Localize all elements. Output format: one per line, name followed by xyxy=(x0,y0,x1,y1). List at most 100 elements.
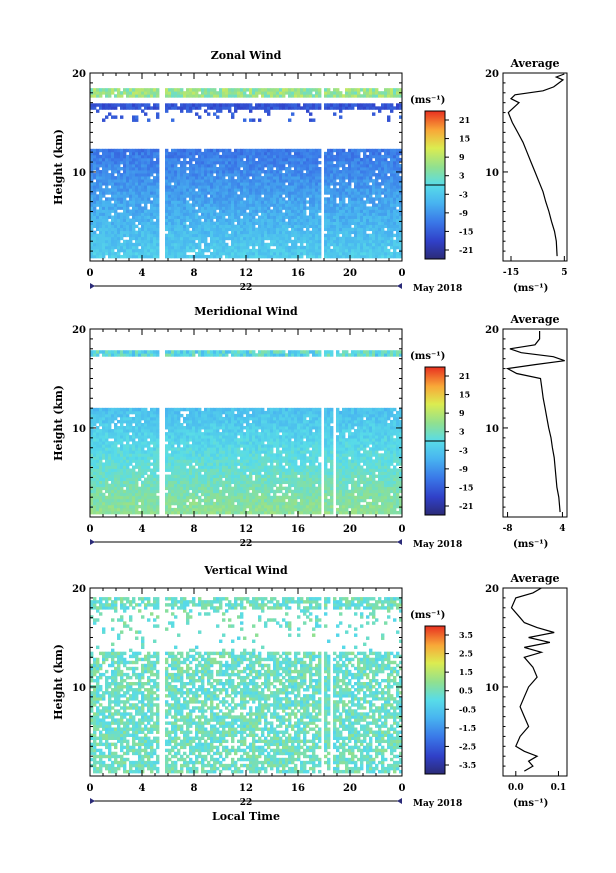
heatmap-cell xyxy=(165,501,169,506)
heatmap-cell xyxy=(117,453,121,457)
heatmap-cell xyxy=(309,251,313,256)
heatmap-cell xyxy=(132,163,136,168)
heatmap-cell xyxy=(378,251,382,256)
heatmap-cell xyxy=(297,179,301,183)
heatmap-cell xyxy=(153,432,157,436)
heatmap-cell xyxy=(102,483,106,488)
heatmap-cell xyxy=(135,419,139,424)
heatmap-cell xyxy=(138,227,142,232)
heatmap-cell xyxy=(144,112,148,116)
heatmap-cell xyxy=(93,419,97,424)
heatmap-cell xyxy=(141,215,145,219)
heatmap-cell xyxy=(342,151,346,156)
heatmap-cell xyxy=(201,212,205,216)
heatmap-cell xyxy=(318,173,322,177)
heatmap-cell xyxy=(135,236,139,241)
heatmap-cell xyxy=(168,489,172,494)
heatmap-cell xyxy=(393,148,397,153)
heatmap-cell xyxy=(171,179,175,183)
heatmap-cell xyxy=(261,203,265,207)
heatmap-cell xyxy=(93,233,97,238)
heatmap-cell xyxy=(336,182,340,186)
heatmap-cell xyxy=(114,215,118,219)
heatmap-cell xyxy=(315,209,319,213)
heatmap-cell xyxy=(243,154,247,159)
heatmap-cell xyxy=(291,203,295,207)
heatmap-cell xyxy=(234,227,238,232)
heatmap-cell xyxy=(318,167,322,171)
heatmap-cell xyxy=(231,221,235,226)
heatmap-cell xyxy=(126,444,130,448)
heatmap-cell xyxy=(156,194,160,198)
heatmap-cell xyxy=(93,209,97,213)
heatmap-cell xyxy=(114,191,118,195)
heatmap-cell xyxy=(114,416,118,421)
heatmap-cell xyxy=(153,507,157,512)
heatmap-cell xyxy=(288,151,292,156)
heatmap-cell xyxy=(90,254,94,259)
heatmap-cell xyxy=(231,115,235,119)
heatmap-cell xyxy=(165,423,169,427)
heatmap-cell xyxy=(204,206,208,210)
heatmap-cell xyxy=(228,94,232,98)
heatmap-cell xyxy=(147,233,151,238)
heatmap-cell xyxy=(129,209,133,213)
heatmap-cell xyxy=(273,209,277,213)
heatmap-cell xyxy=(126,88,130,92)
heatmap-cell xyxy=(378,254,382,259)
heatmap-cell xyxy=(129,492,133,497)
heatmap-cell xyxy=(267,94,271,98)
heatmap-cell xyxy=(186,248,190,253)
heatmap-cell xyxy=(144,468,148,472)
heatmap-cell xyxy=(129,483,133,488)
heatmap-cell xyxy=(99,477,103,482)
heatmap-cell xyxy=(126,170,130,174)
heatmap-cell xyxy=(150,441,154,445)
heatmap-cell xyxy=(267,157,271,162)
heatmap-cell xyxy=(351,227,355,232)
heatmap-cell xyxy=(348,167,352,171)
heatmap-cell xyxy=(312,185,316,189)
heatmap-cell xyxy=(357,197,361,201)
heatmap-cell xyxy=(273,173,277,177)
heatmap-cell xyxy=(252,185,256,189)
heatmap-cell xyxy=(180,88,184,92)
heatmap-cell xyxy=(105,173,109,177)
heatmap-cell xyxy=(153,416,157,421)
heatmap-cell xyxy=(120,151,124,156)
heatmap-cell xyxy=(117,194,121,198)
heatmap-cell xyxy=(141,167,145,171)
heatmap-cell xyxy=(285,242,289,247)
heatmap-cell xyxy=(189,224,193,229)
heatmap-cell xyxy=(339,148,343,153)
heatmap-cell xyxy=(126,167,130,171)
heatmap-cell xyxy=(117,242,121,247)
heatmap-cell xyxy=(129,429,133,433)
heatmap-cell xyxy=(249,224,253,229)
heatmap-cell xyxy=(294,182,298,186)
heatmap-cell xyxy=(123,426,127,430)
heatmap-cell xyxy=(132,510,136,515)
heatmap-cell xyxy=(285,170,289,174)
heatmap-cell xyxy=(393,242,397,247)
heatmap-cell xyxy=(156,489,160,494)
heatmap-cell xyxy=(153,465,157,469)
heatmap-cell xyxy=(246,194,250,198)
heatmap-cell xyxy=(270,148,274,153)
heatmap-cell xyxy=(303,173,307,177)
heatmap-cell xyxy=(399,197,403,201)
heatmap-cell xyxy=(327,170,331,174)
heatmap-cell xyxy=(141,109,145,113)
heatmap-cell xyxy=(228,227,232,232)
heatmap-cell xyxy=(153,486,157,491)
heatmap-cell xyxy=(270,209,274,213)
heatmap-cell xyxy=(153,477,157,482)
heatmap-cell xyxy=(237,236,241,241)
heatmap-cell xyxy=(129,167,133,171)
heatmap-cell xyxy=(156,230,160,235)
heatmap-cell xyxy=(384,239,388,244)
heatmap-cell xyxy=(372,151,376,156)
heatmap-cell xyxy=(228,167,232,171)
heatmap-cell xyxy=(219,88,223,92)
heatmap-cell xyxy=(276,248,280,253)
